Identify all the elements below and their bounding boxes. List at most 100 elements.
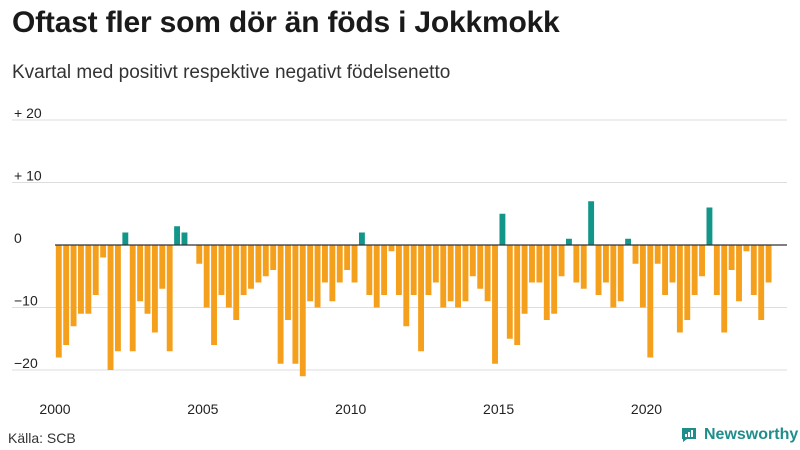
bar <box>676 245 683 333</box>
bar <box>107 245 114 370</box>
bar <box>639 245 646 308</box>
bar-chart: + 20 + 10 0 −10 −20 2000 2005 2010 2015 2020 <box>12 105 787 417</box>
bar <box>699 245 705 277</box>
bar <box>373 245 380 308</box>
bar <box>662 245 669 295</box>
bar <box>166 245 173 352</box>
bar <box>403 245 410 327</box>
bar <box>100 245 107 258</box>
bar <box>292 245 299 364</box>
bar <box>492 245 498 364</box>
bar <box>203 245 210 308</box>
bar <box>625 238 632 245</box>
bar <box>270 245 277 270</box>
bar <box>558 245 565 277</box>
bar <box>329 245 336 302</box>
bar <box>536 245 543 283</box>
bar <box>395 245 402 295</box>
bar <box>277 245 284 364</box>
bar <box>336 245 343 283</box>
y-tick-label: 0 <box>14 230 22 246</box>
chart-subtitle: Kvartal med positivt respektive negativt… <box>12 62 451 83</box>
bar <box>543 245 550 320</box>
bar <box>484 245 491 302</box>
bar <box>743 245 750 252</box>
bar <box>447 245 454 302</box>
bar <box>248 245 254 289</box>
bar <box>529 245 535 283</box>
bar <box>240 245 247 295</box>
bar <box>713 245 720 295</box>
y-tick-label: + 10 <box>14 168 42 184</box>
bar <box>736 245 742 302</box>
bar <box>122 232 129 245</box>
bar <box>610 245 617 308</box>
bar <box>233 245 240 320</box>
bar <box>551 245 558 314</box>
bar <box>750 245 757 295</box>
x-tick-label: 2015 <box>483 401 514 417</box>
bar <box>566 238 572 245</box>
bar <box>440 245 447 308</box>
bar <box>588 201 595 245</box>
bar <box>63 245 70 345</box>
bar <box>137 245 144 302</box>
bar <box>70 245 77 327</box>
bar <box>196 245 203 264</box>
chart-title: Oftast fler som dör än föds i Jokkmokk <box>12 6 560 39</box>
bar <box>366 245 373 295</box>
y-tick-label: −20 <box>14 355 38 371</box>
brand-logo: Newsworthy <box>680 426 798 444</box>
bar <box>381 245 388 295</box>
bar <box>721 245 728 333</box>
bar <box>388 245 395 252</box>
source-credit: Källa: SCB <box>8 430 76 446</box>
bar <box>144 245 151 314</box>
bar <box>602 245 609 283</box>
bar <box>595 245 602 295</box>
bar <box>262 245 269 277</box>
bar <box>85 245 92 314</box>
bar <box>151 245 158 333</box>
bar <box>506 245 513 339</box>
bar <box>521 245 528 314</box>
bar <box>758 245 765 320</box>
bar <box>114 245 121 352</box>
bar <box>129 245 136 352</box>
bar <box>455 245 461 308</box>
x-tick-label: 2020 <box>631 401 662 417</box>
bars <box>55 201 772 377</box>
bar <box>617 245 624 302</box>
bar <box>432 245 439 283</box>
bar <box>462 245 469 302</box>
x-tick-label: 2005 <box>187 401 218 417</box>
bar <box>706 207 713 245</box>
y-axis-labels: + 20 + 10 0 −10 −20 <box>14 105 42 371</box>
bar <box>499 213 506 245</box>
bar <box>765 245 772 283</box>
bar <box>684 245 691 320</box>
bar <box>181 232 188 245</box>
bar <box>92 245 99 295</box>
bar <box>728 245 735 270</box>
bar <box>580 245 587 289</box>
bar <box>691 245 698 295</box>
bar <box>573 245 580 283</box>
bar <box>218 245 225 295</box>
bar <box>418 245 425 352</box>
bar <box>78 245 84 314</box>
bar <box>477 245 484 289</box>
bar <box>351 245 358 283</box>
newsworthy-icon <box>682 428 696 442</box>
bar <box>344 245 351 270</box>
bar <box>307 245 314 302</box>
bar <box>669 245 676 283</box>
bar <box>174 226 181 245</box>
y-tick-label: −10 <box>14 293 38 309</box>
bar <box>654 245 661 264</box>
bar <box>647 245 654 358</box>
x-axis-labels: 2000 2005 2010 2015 2020 <box>39 401 662 417</box>
bar <box>514 245 521 345</box>
bar <box>632 245 639 264</box>
gridlines <box>12 119 787 371</box>
